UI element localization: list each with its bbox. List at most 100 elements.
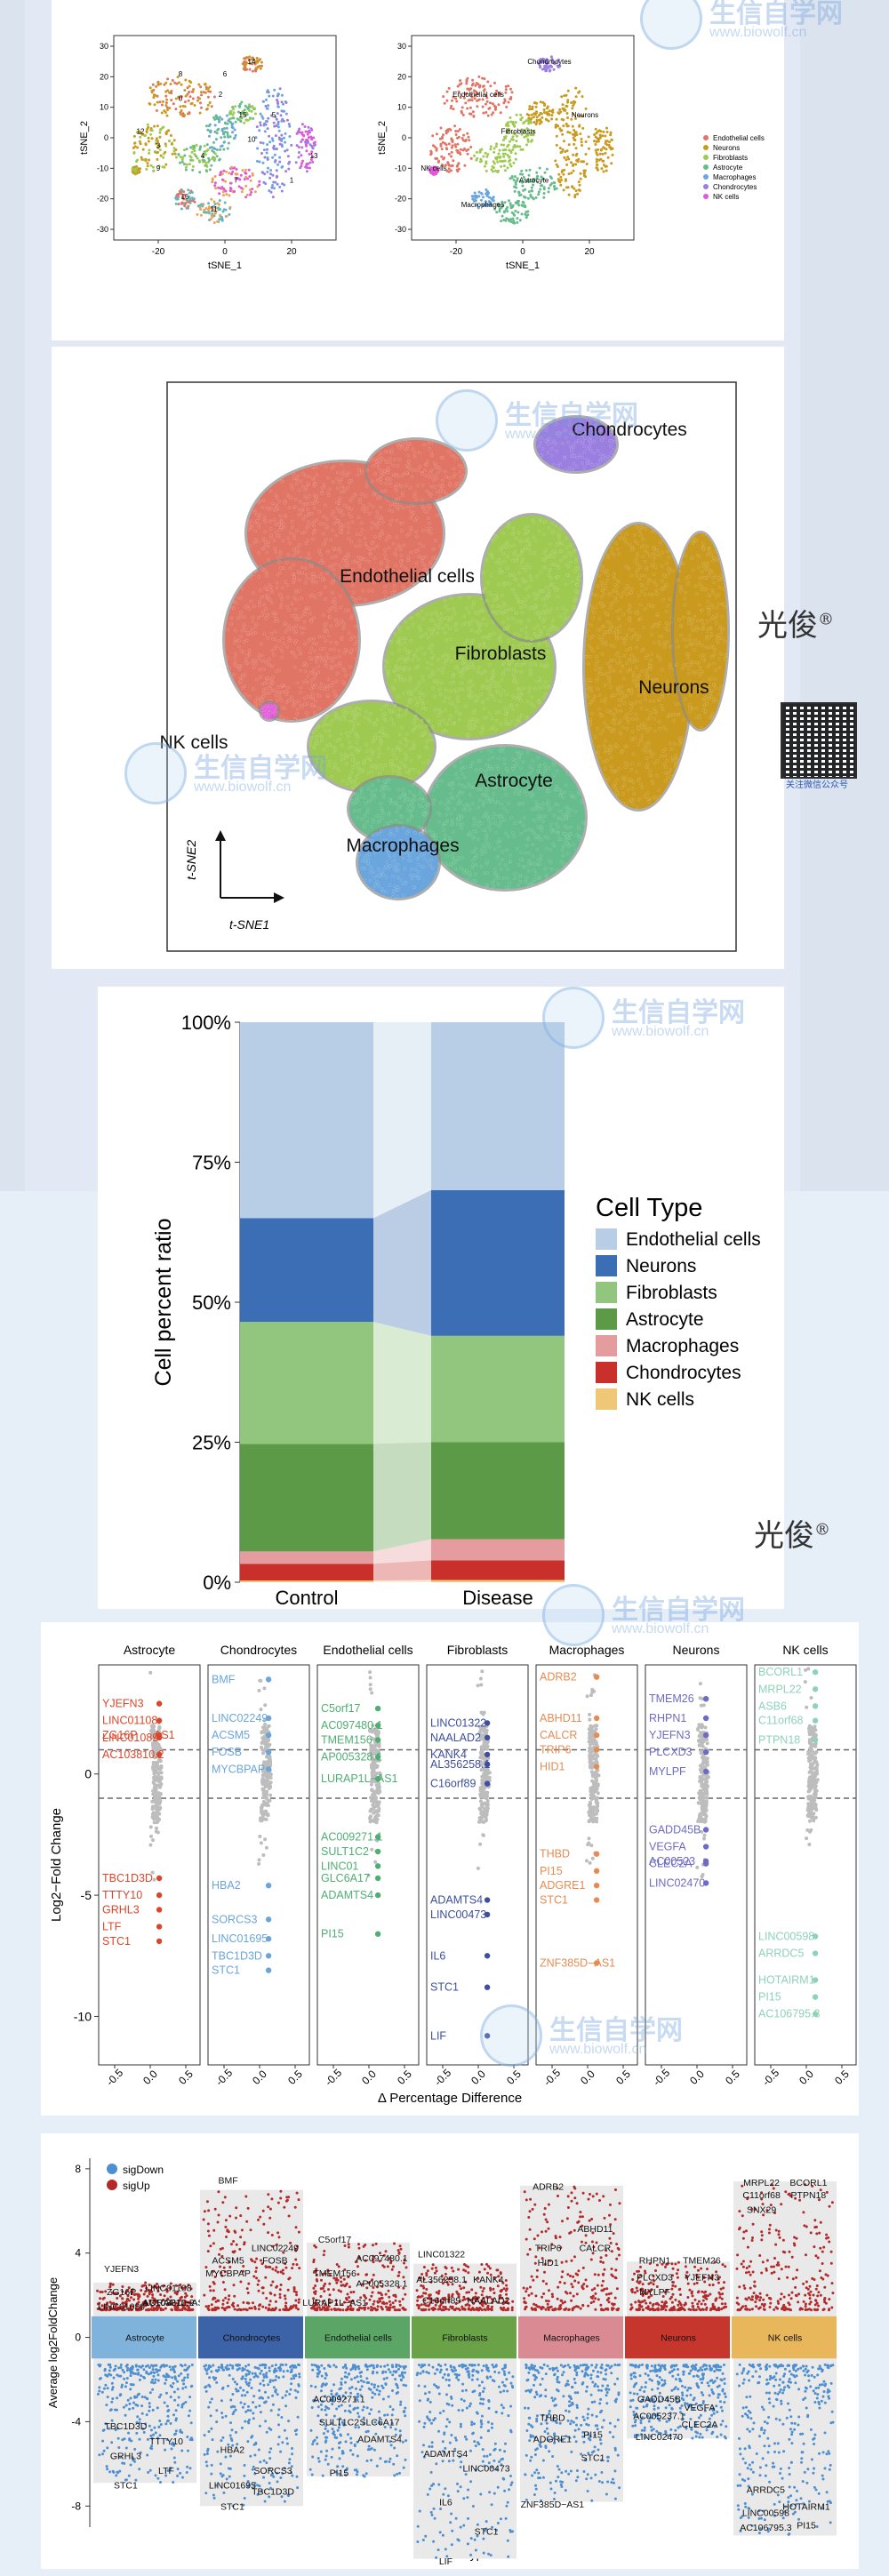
tsne-point [368,502,372,507]
tsne-point [332,597,336,601]
tsne-point [454,457,459,460]
tsne-point [266,143,269,147]
tsne-point [311,575,316,579]
tsne-point [517,634,521,637]
tsne-point [533,627,537,630]
tsne-point [244,175,248,179]
tsne-point [435,147,438,150]
x-tick-label: -20 [450,247,463,257]
tsne-point [604,739,607,743]
tsne-point [455,168,459,172]
tsne-point [234,637,237,641]
tsne-point [528,606,533,610]
tsne-point [490,610,494,614]
tsne-point [337,521,341,525]
tsne-point [184,78,188,82]
tsne-point [452,159,455,163]
tsne-point [444,623,449,628]
tsne-point [509,158,512,162]
tsne-point [272,146,276,149]
tsne-point [541,557,545,561]
tsne-point [343,717,348,722]
tsne-point [461,106,464,109]
x-tick-label: 20 [286,247,297,257]
tsne-point [412,494,417,499]
tsne-point [324,687,329,691]
tsne-point [347,470,351,475]
tsne-point [488,692,493,696]
tsne-point [519,699,523,702]
tsne-point [440,478,444,483]
tsne-point [436,466,441,469]
tsne-point [539,64,542,68]
tsne-point [348,665,352,668]
tsne-point [219,148,222,151]
tsne-point [507,524,510,529]
tsne-point [485,598,489,603]
tsne-point [367,547,372,551]
tsne-point [302,620,307,624]
tsne-point [248,68,252,71]
tsne-point [514,121,517,124]
tsne-point [557,58,560,61]
tsne-point [429,452,434,456]
tsne-point [599,148,603,152]
tsne-point [304,496,308,500]
tsne-point [628,647,632,652]
tsne-point [186,92,189,96]
tsne-point [623,716,627,720]
tsne-point [183,163,186,166]
tsne-point [223,140,226,144]
tsne-point [533,121,536,124]
tsne-point [278,156,282,159]
tsne-point [390,748,395,752]
tsne-point [542,111,546,114]
tsne-point [519,670,523,674]
tsne-point [172,139,176,142]
tsne-point [219,173,221,177]
tsne-point [148,158,150,162]
tsne-point [320,578,324,582]
tsne-point [651,593,655,596]
tsne-point [358,707,363,711]
tsne-point [410,568,413,572]
tsne-point [320,659,324,663]
tsne-point [409,516,413,520]
tsne-point [445,616,450,620]
tsne-point [437,484,442,488]
tsne-point [297,617,300,621]
tsne-point [652,562,655,566]
tsne-point [211,157,214,161]
legend-label: Macrophages [713,173,756,181]
tsne-point [293,617,298,621]
tsne-point [604,141,607,145]
tsne-point [279,114,283,117]
tsne-point [537,62,541,66]
tsne-point [251,188,254,191]
tsne-point [669,774,673,779]
tsne-point [291,572,295,577]
tsne-point [361,768,364,772]
tsne-point [552,627,557,630]
tsne-point [530,140,533,143]
tsne-point [500,605,503,609]
tsne-point [429,441,434,444]
tsne-point [202,203,205,206]
tsne-point [332,762,337,765]
tsne-point [377,730,381,734]
tsne-point [234,652,237,656]
tsne-point [495,89,499,92]
tsne-point [223,135,227,139]
tsne-point [352,711,356,716]
tsne-point [517,720,521,724]
tsne-point [397,732,402,736]
tsne-point [220,117,224,121]
tsne-point [345,558,349,563]
tsne-point [400,574,404,578]
tsne-point [311,147,315,150]
tsne-point [295,132,299,135]
tsne-point [363,509,367,514]
tsne-point [520,132,524,136]
tsne-point [489,145,493,148]
tsne-point [524,188,527,191]
